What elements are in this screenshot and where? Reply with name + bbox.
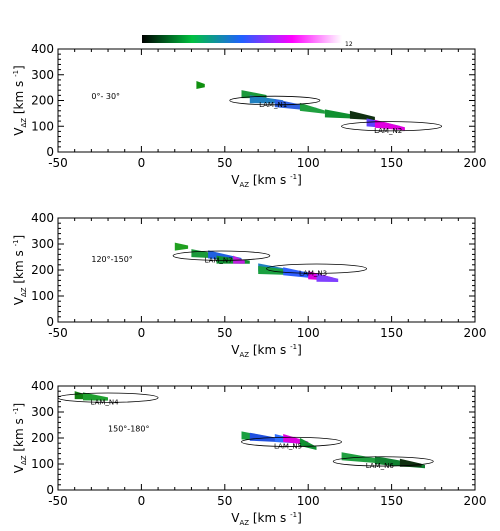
panel-angle-label: 0°- 30° [91, 92, 120, 101]
colorbar-gradient [142, 35, 342, 43]
region-label: LAM_N4 [91, 398, 120, 406]
region-label: LAM_N2 [374, 127, 402, 135]
x-tick-label: 0 [138, 494, 146, 508]
x-tick-label: 200 [464, 494, 487, 508]
y-tick-label: 100 [31, 289, 54, 303]
x-tick-label: -50 [48, 326, 68, 340]
region-ellipse [341, 121, 443, 132]
y-tick-label: 200 [31, 94, 54, 108]
y-tick-label: 0 [46, 315, 54, 329]
y-tick-label: 400 [31, 42, 54, 56]
panel-angle-label: 150°-180° [108, 425, 149, 434]
colorbar-max-label: 12 [345, 41, 353, 48]
region-label: LAM_N1 [259, 101, 287, 109]
y-axis-label: VΔZ [km s -1] [12, 403, 28, 474]
x-tick-label: 150 [380, 156, 403, 170]
data-layer [74, 391, 425, 469]
region-label: LAM_N5 [274, 443, 302, 451]
x-tick-label: -50 [48, 494, 68, 508]
y-tick-label: 100 [31, 119, 54, 133]
data-streak [349, 110, 375, 121]
y-tick-label: 400 [31, 211, 54, 225]
x-tick-label: 50 [217, 156, 232, 170]
x-tick-label: 150 [380, 326, 403, 340]
y-tick-label: 100 [31, 457, 54, 471]
region-ellipse [57, 392, 159, 403]
data-streak [174, 242, 189, 251]
x-tick-label: 100 [297, 156, 320, 170]
y-axis-label: VΔZ [km s -1] [12, 235, 28, 306]
x-axis-label: VAZ [km s -1] [231, 173, 302, 189]
data-streak [196, 81, 205, 89]
y-tick-label: 300 [31, 68, 54, 82]
x-tick-label: 50 [217, 494, 232, 508]
panel-angle-label: 120°-150° [91, 255, 132, 264]
data-streak [316, 273, 339, 282]
region-ellipse [172, 250, 271, 261]
data-streak [374, 119, 405, 131]
region-label: LAM_N7 [205, 256, 233, 264]
x-axis-label: VAZ [km s -1] [231, 343, 302, 359]
x-tick-label: 100 [297, 494, 320, 508]
x-axis-label: VAZ [km s -1] [231, 511, 302, 527]
region-ellipse [241, 436, 342, 447]
y-tick-label: 300 [31, 237, 54, 251]
region-label: LAM_N6 [366, 462, 395, 470]
colorbar: 12 [142, 35, 353, 48]
data-streak [299, 437, 317, 450]
y-tick-label: 400 [31, 379, 54, 393]
data-streak [299, 102, 325, 114]
x-tick-label: 50 [217, 326, 232, 340]
region-ellipse [229, 95, 321, 106]
y-axis-label: VΔZ [km s -1] [12, 65, 28, 136]
region-label: LAM_N3 [299, 269, 327, 277]
x-tick-label: 200 [464, 156, 487, 170]
x-tick-label: 200 [464, 326, 487, 340]
x-tick-label: 0 [138, 326, 146, 340]
data-streak [324, 109, 359, 119]
region-ellipse [266, 263, 367, 274]
data-streak [83, 392, 108, 401]
x-tick-label: 150 [380, 494, 403, 508]
y-tick-label: 200 [31, 431, 54, 445]
x-tick-label: 0 [138, 156, 146, 170]
x-tick-label: 100 [297, 326, 320, 340]
y-tick-label: 300 [31, 405, 54, 419]
region-ellipse [332, 456, 434, 467]
y-tick-label: 0 [46, 145, 54, 159]
y-tick-label: 0 [46, 483, 54, 497]
x-tick-label: -50 [48, 156, 68, 170]
data-layer [196, 81, 405, 131]
y-tick-label: 200 [31, 263, 54, 277]
